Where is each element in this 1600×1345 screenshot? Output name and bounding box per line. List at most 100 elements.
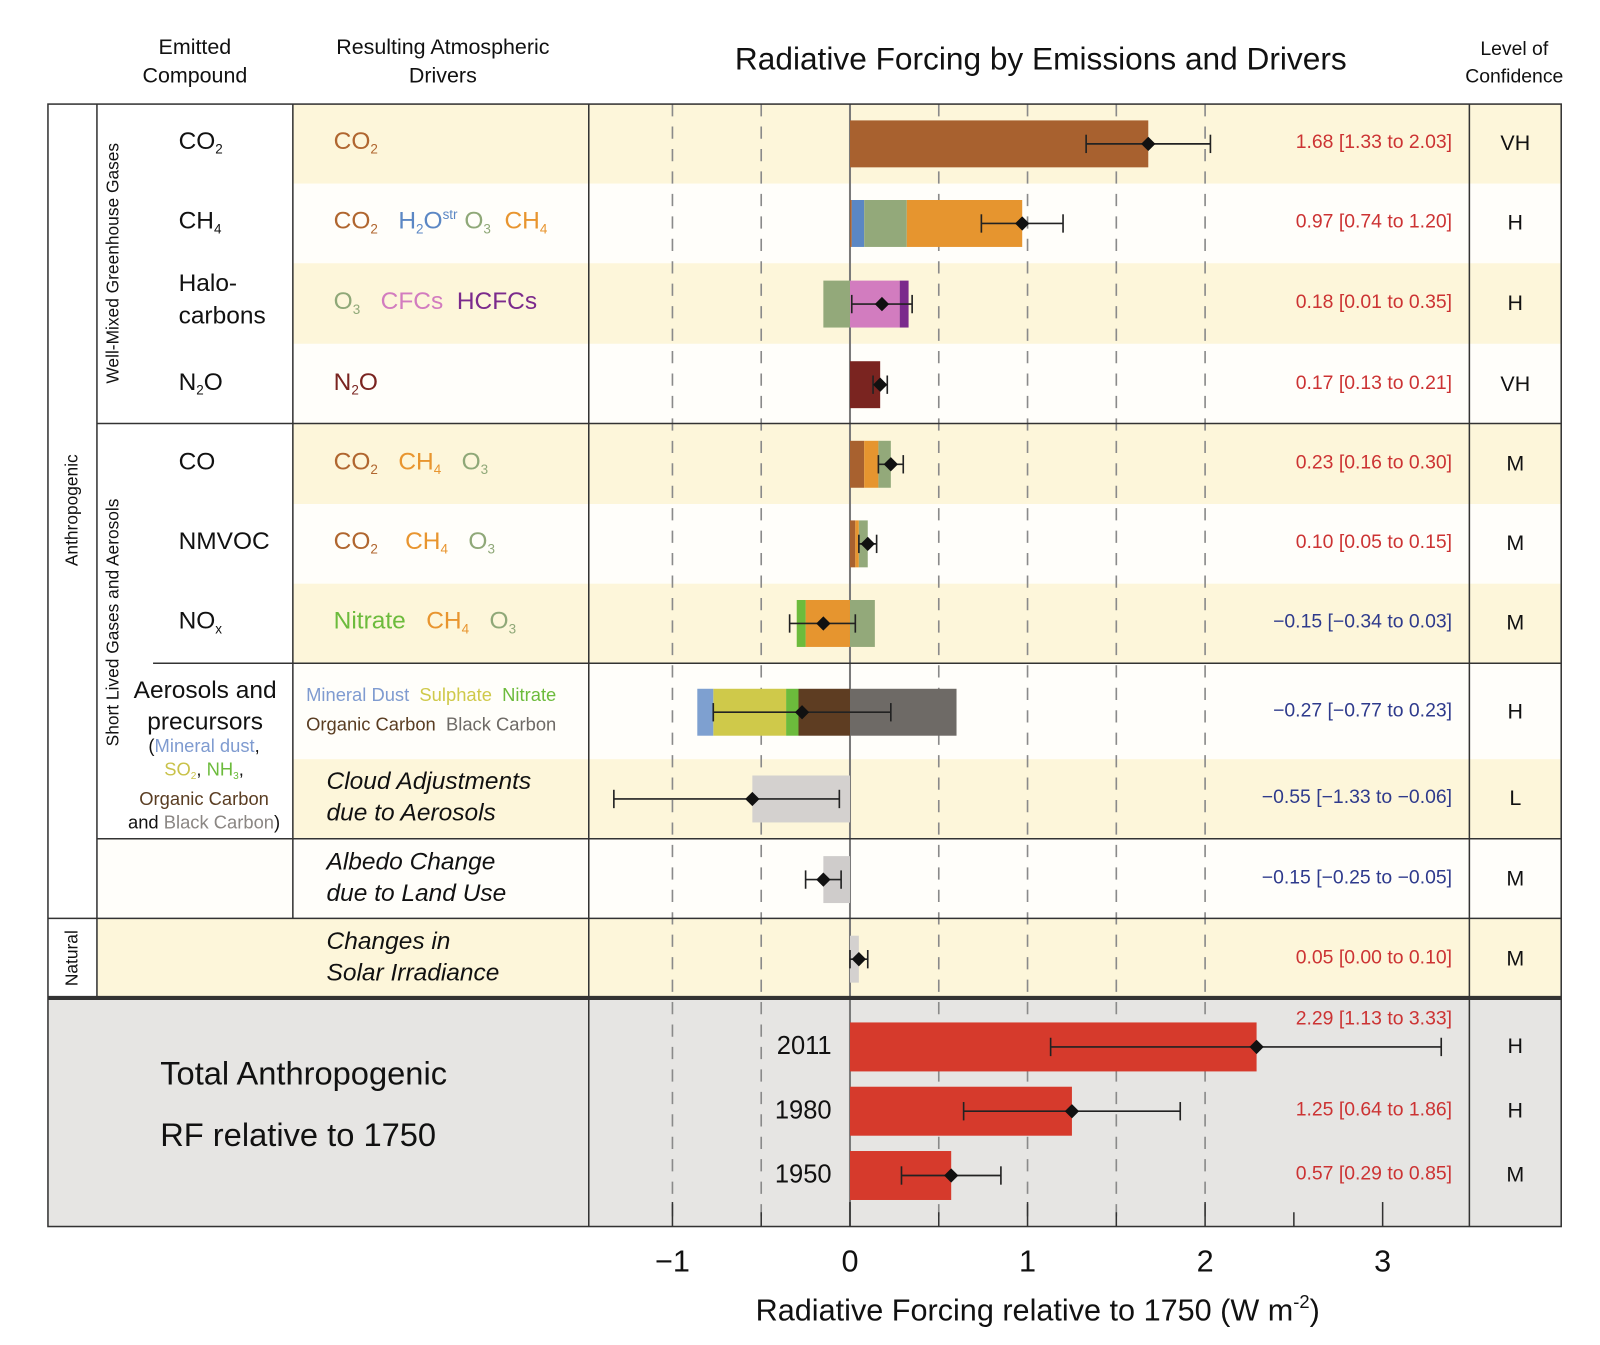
label-segment: [406, 607, 426, 635]
total-best-estimate-marker: [1064, 1104, 1080, 1119]
forcing-value-label: 0.23 [0.16 to 0.30]: [1295, 452, 1453, 474]
bar-segment-h2ostr: [851, 199, 865, 247]
label-segment: Mineral dust: [154, 735, 255, 757]
label-segment: ): [274, 812, 281, 834]
driver-labels: Mineral Dust Sulphate Nitrate: [306, 681, 556, 711]
total-confidence-level: H: [1507, 1034, 1524, 1059]
compound-label: CH4: [179, 207, 222, 236]
row-best-estimate-marker: [873, 377, 888, 392]
label-segment: Black Carbon: [163, 812, 275, 834]
forcing-value-label: 0.10 [0.05 to 0.15]: [1295, 531, 1453, 554]
total-value-label: 2.29 [1.13 to 3.33]: [1295, 1008, 1453, 1030]
total-value-label: 1.25 [0.64 to 1.86]: [1295, 1098, 1453, 1121]
bar-segment-co2: [849, 520, 856, 568]
total-year-label: 1980: [774, 1095, 832, 1125]
label-segment: CH4: [178, 207, 222, 237]
confidence-level: H: [1507, 699, 1524, 724]
label-segment: NMVOC: [178, 527, 270, 556]
forcing-value-label: −0.27 [−0.77 to 0.23]: [1273, 699, 1453, 722]
label-segment: CO2: [333, 207, 378, 237]
total-best-estimate-marker: [1249, 1039, 1264, 1055]
bar-segment-ch4: [855, 520, 859, 568]
label-segment: CFCs: [380, 287, 444, 316]
confidence-level: M: [1506, 452, 1525, 476]
label-segment: Sulphate: [419, 684, 492, 706]
compound-label: CO: [179, 448, 216, 477]
label-segment: CH4: [405, 527, 448, 557]
confidence-level: H: [1507, 291, 1524, 316]
label-segment: Organic Carbon: [139, 789, 269, 810]
label-segment: CO2: [178, 127, 223, 157]
label-segment: CO2: [333, 527, 378, 557]
driver-label-italic: Solar Irradiance: [326, 959, 500, 987]
label-segment: CO2: [333, 127, 378, 157]
label-segment: and: [127, 812, 164, 834]
row-best-estimate-marker: [816, 616, 831, 631]
label-segment: [491, 207, 505, 235]
row-background: [292, 504, 1562, 584]
chart-title: Radiative Forcing by Emissions and Drive…: [734, 40, 1347, 77]
group-anthropogenic: Anthropogenic: [62, 454, 82, 567]
forcing-value-label: −0.15 [−0.25 to −0.05]: [1261, 867, 1453, 889]
row-background: [292, 343, 1562, 424]
x-tick-label: −1: [654, 1244, 690, 1279]
aerosol-precursor-line: Organic Carbon: [112, 788, 296, 811]
label-segment: [441, 448, 461, 476]
total-label-line2: RF relative to 1750: [160, 1116, 437, 1154]
forcing-value-label: 0.17 [0.13 to 0.21]: [1295, 372, 1453, 394]
row-background: [292, 759, 1562, 839]
label-segment: 2O: [196, 368, 223, 398]
forcing-value-label: 0.05 [0.00 to 0.10]: [1295, 946, 1453, 969]
confidence-level: VH: [1500, 372, 1531, 396]
label-segment: CH4: [398, 447, 442, 478]
driver-label-italic: due to Land Use: [326, 879, 507, 908]
driver-label-italic: Albedo Change: [326, 847, 496, 876]
header-emitted-compound: Emitted Compound: [142, 35, 248, 88]
aerosol-precursor-list: (Mineral dust, SO2, NH3, Organic Carbon and…: [112, 735, 296, 835]
bar-segment-co2: [849, 440, 865, 488]
label-segment: carbons: [178, 302, 266, 330]
x-tick-label: 3: [1374, 1244, 1392, 1279]
label-segment: [448, 528, 468, 556]
label-segment: 2O: [351, 368, 378, 398]
label-segment: ,: [254, 735, 260, 757]
bar-segment-co2: [849, 199, 852, 247]
row-best-estimate-marker: [794, 705, 810, 720]
aerosol-precursor-line: and Black Carbon): [112, 812, 296, 835]
label-segment: [378, 448, 398, 476]
confidence-level: M: [1506, 611, 1525, 635]
label-segment: HCFCs: [456, 287, 538, 316]
x-tick-label: 2: [1196, 1244, 1214, 1279]
row-best-estimate-marker: [883, 457, 898, 472]
driver-labels: CO2 CH4 O3: [334, 448, 488, 477]
x-axis-title: Radiative Forcing relative to 1750 (W m-…: [589, 1292, 1487, 1329]
x-axis-title-text: Radiative Forcing relative to 1750 (W m: [755, 1293, 1294, 1328]
row-background: [292, 423, 1562, 505]
group-natural: Natural: [62, 930, 82, 987]
bar-segment-o3: [823, 280, 850, 328]
bar-segment-o3: [864, 199, 907, 247]
label-segment: Mineral Dust: [306, 684, 410, 706]
driver-labels: CO2: [334, 128, 378, 157]
total-confidence-level: M: [1506, 1163, 1525, 1187]
forcing-value-label: −0.55 [−1.33 to −0.06]: [1261, 786, 1453, 809]
compound-aerosols: Aerosols and precursors: [129, 674, 282, 737]
confidence-level: H: [1507, 211, 1524, 235]
compound-label: CO2: [179, 128, 223, 157]
label-segment: ,: [238, 759, 244, 780]
total-confidence-level: H: [1507, 1098, 1524, 1123]
label-segment: CO: [178, 447, 216, 476]
label-segment: Halo-: [178, 269, 238, 297]
total-value-label: 0.57 [0.29 to 0.85]: [1295, 1163, 1453, 1185]
aerosol-precursor-line: (Mineral dust,: [112, 735, 296, 758]
compound-aerosols-line1: Aerosols and: [133, 676, 277, 705]
label-segment: (: [148, 735, 155, 757]
label-segment: [378, 207, 398, 235]
confidence-level: VH: [1500, 131, 1531, 156]
driver-labels: Organic Carbon Black Carbon: [306, 710, 556, 740]
label-segment: N: [333, 368, 352, 396]
total-label-line1: Total Anthropogenic: [160, 1055, 448, 1092]
label-segment: [492, 685, 502, 705]
